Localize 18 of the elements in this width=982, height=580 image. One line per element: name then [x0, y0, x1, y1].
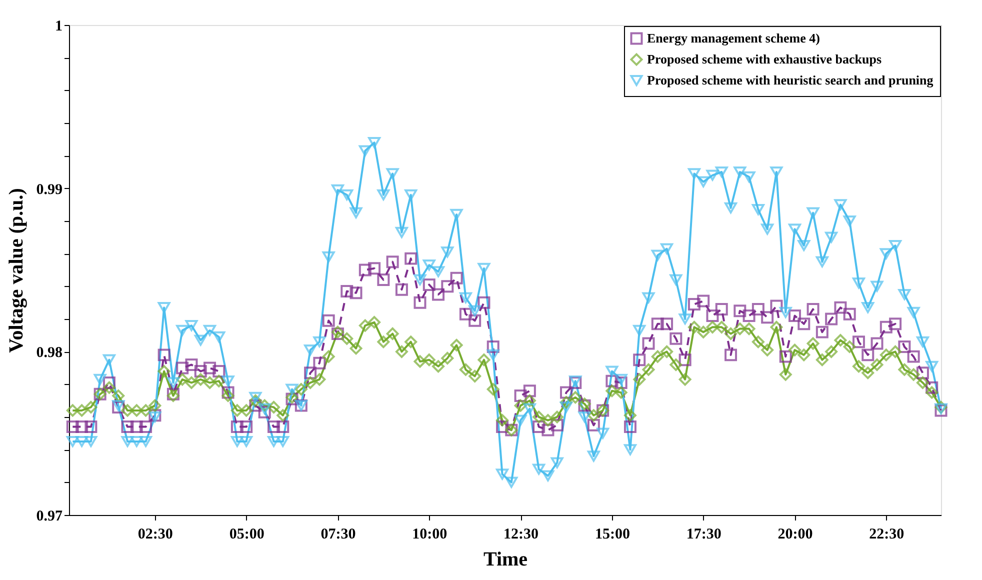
y-tick-label: 1 — [55, 18, 62, 34]
x-axis-title: Time — [483, 548, 528, 570]
legend-label: Proposed scheme with heuristic search and pruning — [647, 72, 934, 88]
x-tick-label: 15:00 — [594, 526, 630, 542]
x-tick-label: 20:00 — [778, 526, 813, 542]
y-axis-title: Voltage value (p.u.) — [5, 188, 28, 353]
legend-label: Proposed scheme with exhaustive backups — [647, 52, 882, 66]
legend-label: Energy management scheme 4) — [647, 30, 820, 46]
x-tick-label: 05:00 — [229, 526, 264, 542]
x-tick-label: 10:00 — [412, 526, 448, 542]
y-tick-label: 0.97 — [36, 508, 63, 524]
x-tick-label: 12:30 — [504, 526, 539, 542]
y-tick-label: 0.98 — [36, 345, 62, 362]
y-tick-label: 0.99 — [36, 182, 62, 198]
x-tick-label: 17:30 — [686, 526, 722, 542]
x-tick-label: 02:30 — [138, 526, 173, 542]
x-tick-label: 07:30 — [320, 526, 356, 542]
x-tick-label: 22:30 — [869, 526, 904, 542]
